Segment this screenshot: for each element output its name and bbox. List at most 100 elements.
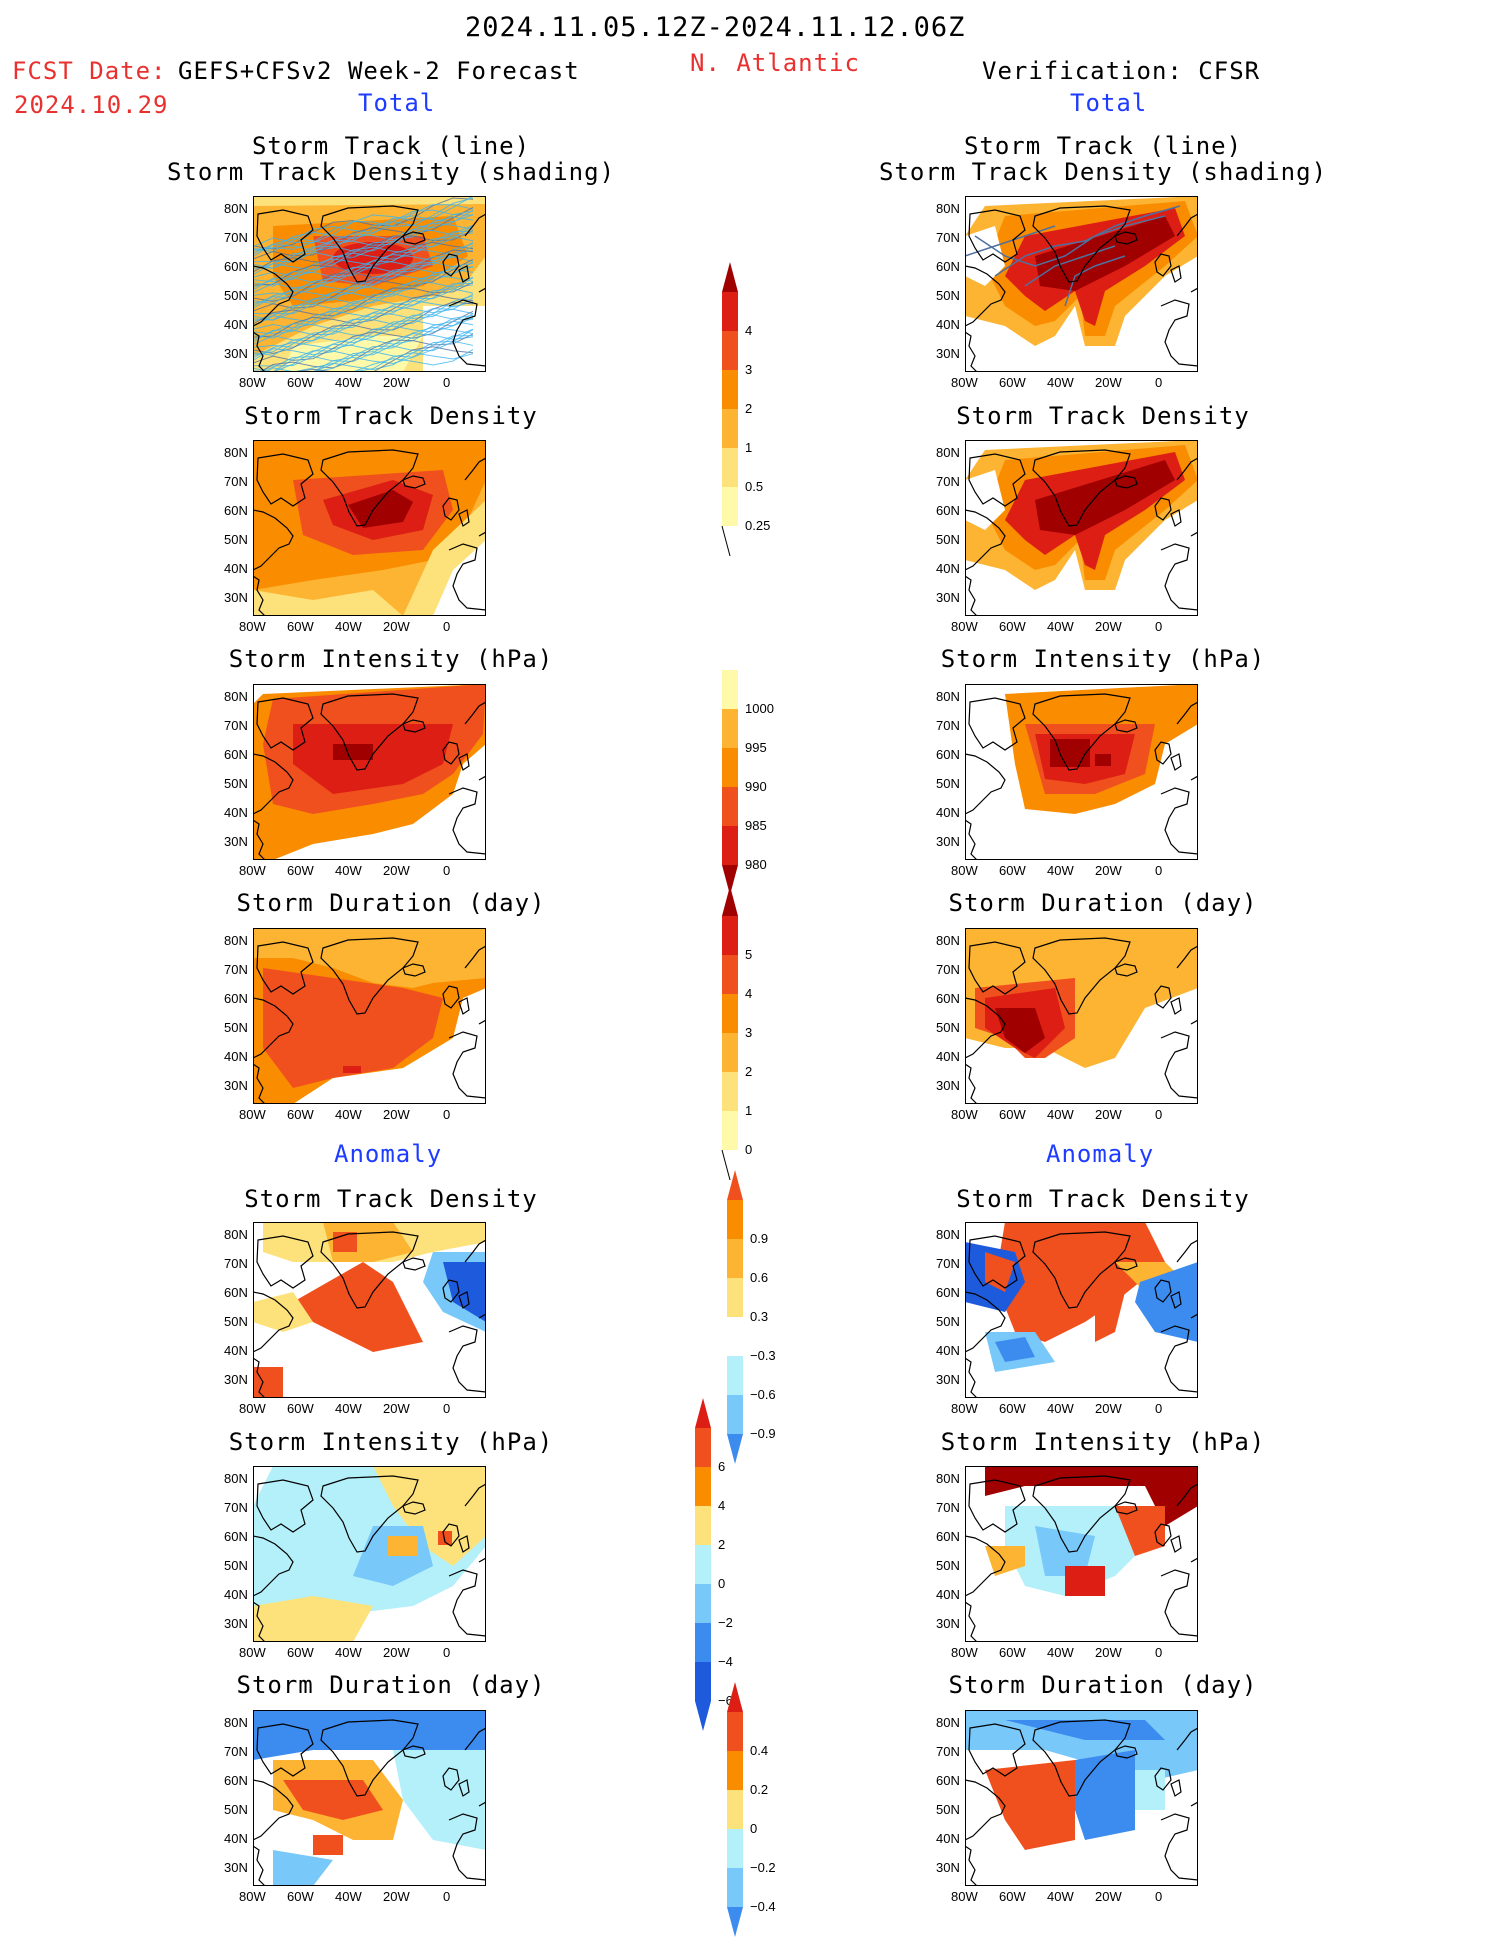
right-duration-title: Storm Duration (day) bbox=[948, 889, 1258, 917]
duration-anom-colorbar-swatches bbox=[727, 1682, 743, 1937]
intensity-colorbar-label: 990 bbox=[745, 779, 767, 794]
lat-tick-label: 50N bbox=[224, 1802, 248, 1817]
lat-tick-label: 40N bbox=[936, 317, 960, 332]
lat-tick-label: 60N bbox=[936, 1529, 960, 1544]
lat-tick-label: 60N bbox=[224, 259, 248, 274]
forecast-duration-anomaly-map: 80N 70N 60N 50N 40N 30N 80W 60W 40W 20W 0 bbox=[224, 1710, 487, 1903]
forecast-duration-anomaly-map-shading bbox=[252, 1710, 487, 1887]
lat-tick-label: 40N bbox=[936, 1587, 960, 1602]
verification-track-density-shaded-map: 80N 70N 60N 50N 40N 30N 80W 60W 40W 20W 0 bbox=[936, 196, 1199, 389]
lat-tick-label: 60N bbox=[936, 259, 960, 274]
lon-tick-label: 60W bbox=[287, 863, 314, 878]
lon-tick-label: 20W bbox=[383, 1401, 410, 1416]
lon-tick-label: 60W bbox=[287, 1401, 314, 1416]
lat-tick-label: 40N bbox=[224, 561, 248, 576]
lon-tick-label: 40W bbox=[1047, 375, 1074, 390]
verification-intensity-map: 80N 70N 60N 50N 40N 30N 80W 60W 40W 20W 0 bbox=[936, 684, 1199, 877]
forecast-intensity-map-shading bbox=[252, 684, 487, 861]
lon-tick-label: 80W bbox=[239, 1401, 266, 1416]
lon-tick-label: 20W bbox=[1095, 619, 1122, 634]
intensity-anom-colorbar-label: 2 bbox=[718, 1537, 726, 1552]
left-density-anom-title: Storm Track Density bbox=[244, 1185, 538, 1213]
duration-anom-colorbar-label: 0.2 bbox=[750, 1782, 769, 1797]
lon-tick-label: 40W bbox=[1047, 1645, 1074, 1660]
lat-tick-label: 70N bbox=[224, 1744, 248, 1759]
lon-tick-label: 60W bbox=[287, 619, 314, 634]
lat-tick-label: 70N bbox=[936, 1500, 960, 1515]
verification-intensity-map-shading bbox=[964, 684, 1199, 861]
density-anom-colorbar-label: −0.6 bbox=[750, 1387, 776, 1402]
lon-tick-label: 0 bbox=[443, 619, 451, 634]
lat-tick-label: 30N bbox=[224, 1372, 248, 1387]
period-title: 2024.11.05.12Z-2024.11.12.06Z bbox=[465, 12, 966, 43]
lon-tick-label: 40W bbox=[335, 1645, 362, 1660]
lat-tick-label: 80N bbox=[936, 689, 960, 704]
lat-tick-label: 60N bbox=[224, 747, 248, 762]
lat-tick-label: 50N bbox=[224, 1314, 248, 1329]
right-density-anom-title: Storm Track Density bbox=[956, 1185, 1250, 1213]
forecast-intensity-map: 80N 70N 60N 50N 40N 30N 80W 60W 40W 20W 0 bbox=[224, 684, 487, 877]
forecast-track-density-shaded-map: 80N 70N 60N 50N 40N 30N 80W 60W 40W 20W 0 bbox=[224, 195, 487, 395]
lon-tick-label: 40W bbox=[335, 863, 362, 878]
lon-tick-label: 0 bbox=[1155, 1107, 1163, 1122]
lon-tick-label: 20W bbox=[383, 1645, 410, 1660]
lat-tick-label: 40N bbox=[936, 1343, 960, 1358]
lat-tick-label: 50N bbox=[224, 776, 248, 791]
lat-tick-label: 50N bbox=[936, 1802, 960, 1817]
lon-tick-label: 20W bbox=[383, 863, 410, 878]
lat-tick-label: 70N bbox=[936, 718, 960, 733]
lat-tick-label: 80N bbox=[224, 933, 248, 948]
lat-tick-label: 80N bbox=[936, 1471, 960, 1486]
intensity-colorbar-label: 995 bbox=[745, 740, 767, 755]
left-track-density-shading-title: Storm Track Density (shading) bbox=[166, 158, 616, 186]
lat-tick-label: 50N bbox=[224, 288, 248, 303]
fcst-date: 2024.10.29 bbox=[14, 91, 169, 119]
lat-tick-label: 70N bbox=[224, 1500, 248, 1515]
lon-tick-label: 80W bbox=[951, 619, 978, 634]
lat-tick-label: 70N bbox=[936, 474, 960, 489]
density-colorbar-label: 0.5 bbox=[745, 479, 764, 494]
verification-track-density-map: 80N 70N 60N 50N 40N 30N 80W 60W 40W 20W 0 bbox=[936, 440, 1199, 633]
lat-tick-label: 50N bbox=[936, 776, 960, 791]
verification-label: Verification: CFSR bbox=[982, 57, 1261, 85]
density-colorbar-label: 3 bbox=[745, 362, 753, 377]
lon-tick-label: 20W bbox=[383, 1889, 410, 1904]
lat-tick-label: 50N bbox=[936, 532, 960, 547]
lon-tick-label: 0 bbox=[443, 1645, 451, 1660]
right-track-line-title: Storm Track (line) bbox=[963, 132, 1243, 160]
lon-tick-label: 0 bbox=[443, 375, 451, 390]
lat-tick-label: 60N bbox=[224, 1285, 248, 1300]
lat-tick-label: 70N bbox=[224, 230, 248, 245]
lon-tick-label: 60W bbox=[999, 1889, 1026, 1904]
lon-tick-label: 80W bbox=[239, 863, 266, 878]
lat-tick-label: 70N bbox=[936, 230, 960, 245]
lon-tick-label: 20W bbox=[383, 375, 410, 390]
lat-tick-label: 60N bbox=[224, 991, 248, 1006]
lon-tick-label: 40W bbox=[1047, 1401, 1074, 1416]
lat-tick-label: 70N bbox=[936, 1744, 960, 1759]
duration-colorbar-label: 4 bbox=[745, 986, 753, 1001]
intensity-colorbar-label: 980 bbox=[745, 857, 767, 872]
total-right-label: Total bbox=[1070, 89, 1148, 117]
lon-tick-label: 0 bbox=[1155, 1401, 1163, 1416]
lat-tick-label: 80N bbox=[936, 933, 960, 948]
lat-tick-label: 50N bbox=[936, 288, 960, 303]
lat-tick-label: 80N bbox=[936, 1227, 960, 1242]
lat-tick-label: 30N bbox=[224, 834, 248, 849]
lat-tick-label: 30N bbox=[224, 1616, 248, 1631]
anomaly-right-label: Anomaly bbox=[1046, 1140, 1155, 1168]
lon-tick-label: 20W bbox=[1095, 375, 1122, 390]
forecast-density-anomaly-map-shading bbox=[252, 1222, 487, 1399]
lon-tick-label: 0 bbox=[1155, 619, 1163, 634]
intensity-anom-colorbar-label: −4 bbox=[718, 1654, 733, 1669]
lon-tick-label: 80W bbox=[951, 1107, 978, 1122]
duration-anom-colorbar-label: −0.4 bbox=[750, 1899, 776, 1914]
lon-tick-label: 60W bbox=[287, 1645, 314, 1660]
verification-intensity-anomaly-map: 80N 70N 60N 50N 40N 30N 80W 60W 40W 20W 0 bbox=[936, 1466, 1199, 1659]
lon-tick-label: 60W bbox=[287, 1889, 314, 1904]
left-density-title: Storm Track Density bbox=[244, 402, 538, 430]
lon-tick-label: 80W bbox=[239, 1107, 266, 1122]
lat-tick-label: 60N bbox=[936, 1285, 960, 1300]
duration-colorbar-label: 1 bbox=[745, 1103, 753, 1118]
lon-tick-label: 80W bbox=[239, 375, 266, 390]
